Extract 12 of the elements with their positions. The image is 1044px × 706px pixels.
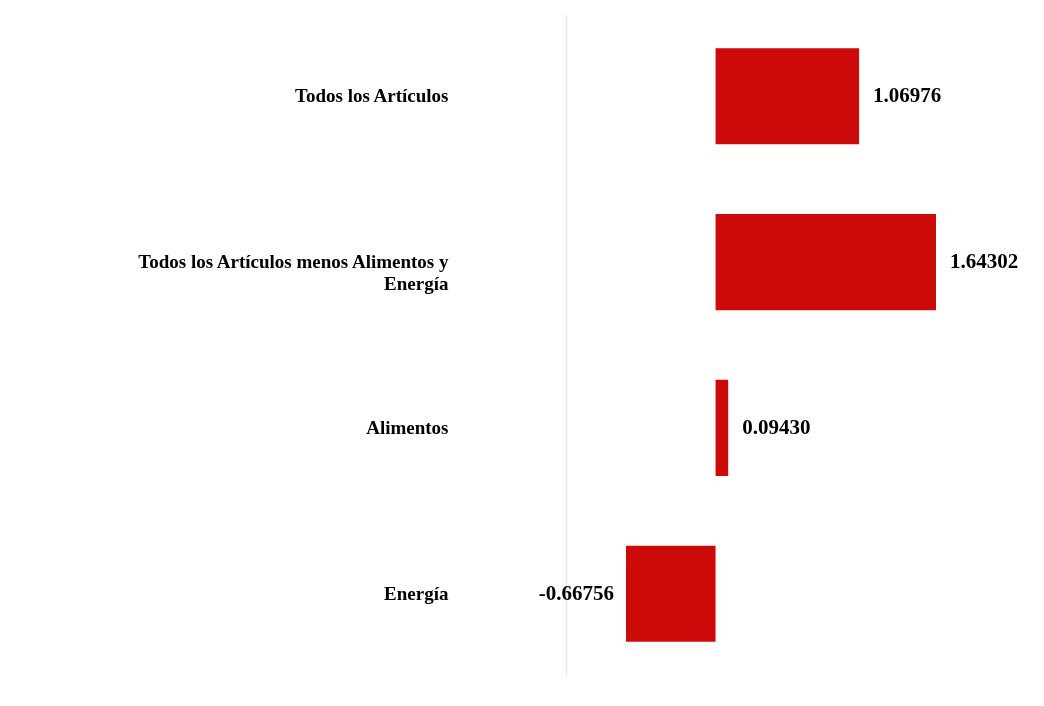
bar <box>626 545 716 642</box>
y-tick-label: Todos los Artículos <box>295 85 449 107</box>
data-label: -0.66756 <box>538 580 614 605</box>
bar <box>715 213 936 311</box>
data-label: 0.09430 <box>742 414 811 439</box>
y-tick-label: Energía <box>384 582 449 604</box>
data-label: 1.64302 <box>950 249 1019 274</box>
bar <box>715 379 729 477</box>
y-tick-label: Todos los Artículos menos Alimentos y Energía <box>138 251 449 295</box>
bar <box>715 48 860 145</box>
y-tick-label: Alimentos <box>366 416 449 438</box>
data-label: 1.06976 <box>873 83 942 108</box>
